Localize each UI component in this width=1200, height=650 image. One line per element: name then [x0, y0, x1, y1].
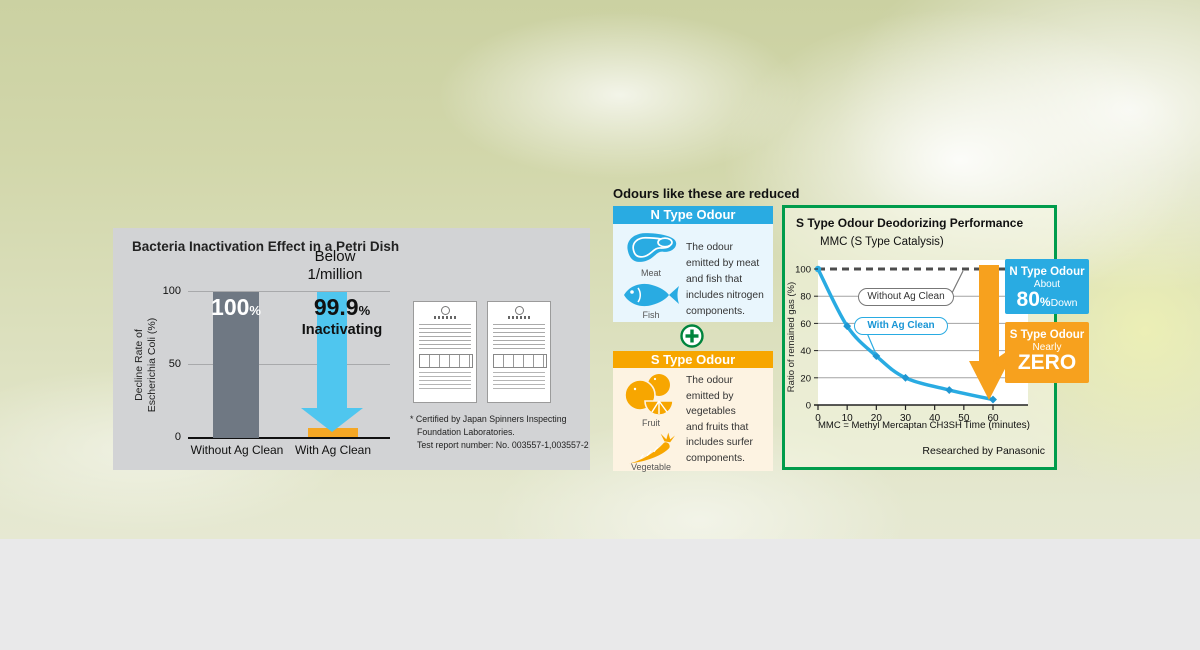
svg-text:80: 80 — [800, 292, 811, 303]
s-type-callout: S Type Odour Nearly ZERO — [993, 322, 1089, 383]
fish-label: Fish — [642, 310, 660, 320]
svg-text:20: 20 — [871, 413, 883, 424]
y-tick-0: 0 — [174, 431, 181, 443]
n-type-odour-box: N Type Odour Meat Fish The odour emitted… — [613, 206, 773, 322]
s-type-description: The odour emitted by vegetables and frui… — [686, 375, 753, 464]
svg-text:10: 10 — [842, 413, 854, 424]
y-tick-50: 50 — [168, 358, 181, 370]
research-credit: Researched by Panasonic — [922, 445, 1045, 457]
bacteria-panel-title: Bacteria Inactivation Effect in a Petri … — [132, 239, 400, 254]
gridline-100 — [188, 291, 390, 292]
meat-icon — [627, 233, 677, 262]
bacteria-panel: Bacteria Inactivation Effect in a Petri … — [113, 228, 590, 470]
below-one-million-note: Below 1/million — [307, 248, 363, 283]
svg-text:20: 20 — [800, 373, 811, 384]
performance-subtitle: MMC (S Type Catalysis) — [820, 236, 944, 248]
meat-label: Meat — [640, 268, 661, 278]
down-arrow-head — [301, 408, 363, 432]
category-with-label: With Ag Clean — [294, 443, 372, 457]
fruit-label: Fruit — [642, 418, 660, 428]
svg-text:60: 60 — [800, 319, 811, 330]
odours-heading: Odours like these are reduced — [613, 186, 800, 201]
certification-footnote: * Certified by Japan Spinners Inspecting… — [410, 414, 589, 450]
n-type-header: N Type Odour — [613, 206, 773, 224]
bar-without-value: 100% — [211, 294, 261, 320]
svg-text:60: 60 — [987, 413, 999, 424]
s-type-odour-box: S Type Odour Fruit Vegetable The odour e… — [613, 351, 773, 472]
plus-icon — [680, 324, 704, 348]
vegetable-label: Vegetable — [630, 462, 672, 472]
svg-text:0: 0 — [806, 401, 811, 412]
svg-text:40: 40 — [929, 413, 941, 424]
legend-without-ag-clean: Without Ag Clean — [858, 288, 954, 306]
mmc-note: MMC = Methyl Mercaptan CH3SH — [818, 420, 962, 431]
category-without-label: Without Ag Clean — [190, 443, 284, 457]
bar-with-value: 99.9% Inactivating — [301, 294, 383, 338]
certificate-thumbnail-1 — [413, 301, 477, 403]
fish-icon — [624, 283, 679, 307]
bar-with-ag-clean — [308, 428, 358, 437]
performance-line-chart: 0 10 20 30 40 50 60 0 20 40 60 80 100 — [795, 260, 1028, 424]
svg-text:100: 100 — [795, 265, 811, 276]
gridline-50 — [188, 364, 390, 365]
y-axis-label: Decline Rate of Escherichia Coli (%) — [133, 317, 158, 413]
n-type-callout: N Type Odour About 80%Down — [1005, 259, 1089, 314]
bar-without-ag-clean — [213, 292, 259, 438]
svg-text:30: 30 — [900, 413, 912, 424]
vegetable-icon — [628, 432, 675, 464]
time-axis-label: Time (minutes) — [963, 420, 1030, 431]
fruit-icon — [624, 374, 674, 416]
bottom-gray-strip — [0, 539, 1200, 650]
certificate-thumbnail-2 — [487, 301, 551, 403]
n-type-description: The odour emitted by meat and fish that … — [686, 242, 764, 317]
y-tick-100: 100 — [162, 285, 181, 297]
svg-text:50: 50 — [958, 413, 970, 424]
down-arrow-shaft — [317, 292, 347, 408]
svg-text:0: 0 — [815, 413, 821, 424]
legend-with-ag-clean: With Ag Clean — [854, 317, 948, 335]
svg-text:40: 40 — [800, 346, 811, 357]
s-type-header: S Type Odour — [613, 351, 773, 368]
x-axis-line — [188, 437, 390, 439]
performance-y-axis-label: Ratio of remained gas (%) — [786, 281, 797, 393]
performance-title: S Type Odour Deodorizing Performance — [796, 216, 1024, 230]
